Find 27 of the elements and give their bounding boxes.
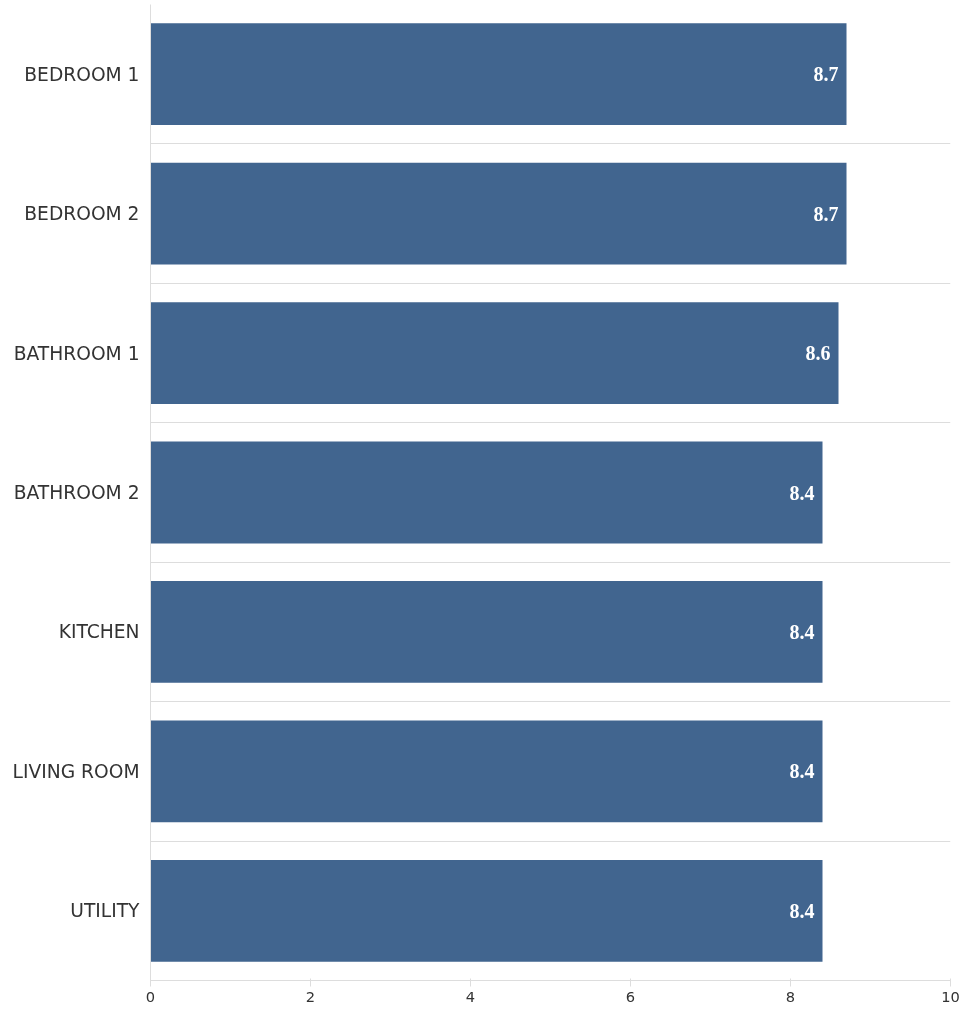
bar (150, 859, 823, 962)
y-tick-label: BEDROOM 1 (24, 63, 140, 85)
x-tick-label: 0 (145, 987, 156, 1005)
data-label: 8.4 (789, 899, 815, 922)
data-label: 8.6 (805, 342, 831, 365)
bar (150, 162, 847, 265)
data-label: 8.4 (789, 481, 815, 504)
x-tick-label: 8 (785, 987, 796, 1005)
x-tick-label: 2 (305, 987, 316, 1005)
data-label: 8.4 (789, 620, 815, 643)
y-tick-label: BATHROOM 2 (13, 482, 140, 503)
data-label: 8.7 (813, 202, 839, 225)
bar (150, 441, 823, 544)
bar (150, 23, 847, 126)
data-label: 8.7 (813, 63, 839, 86)
y-tick-label: UTILITY (70, 900, 141, 922)
x-tick-label: 10 (941, 987, 960, 1005)
y-tick-label: BATHROOM 1 (13, 342, 140, 364)
y-tick-label: KITCHEN (58, 621, 140, 643)
y-tick-label: LIVING ROOM (12, 760, 140, 782)
data-label: 8.4 (789, 760, 815, 783)
bar (150, 581, 823, 683)
x-tick-label: 6 (625, 987, 636, 1005)
x-tick-label: 4 (465, 987, 476, 1005)
bar (150, 720, 823, 823)
y-tick-label: BEDROOM 2 (24, 203, 140, 225)
bar (150, 302, 839, 404)
